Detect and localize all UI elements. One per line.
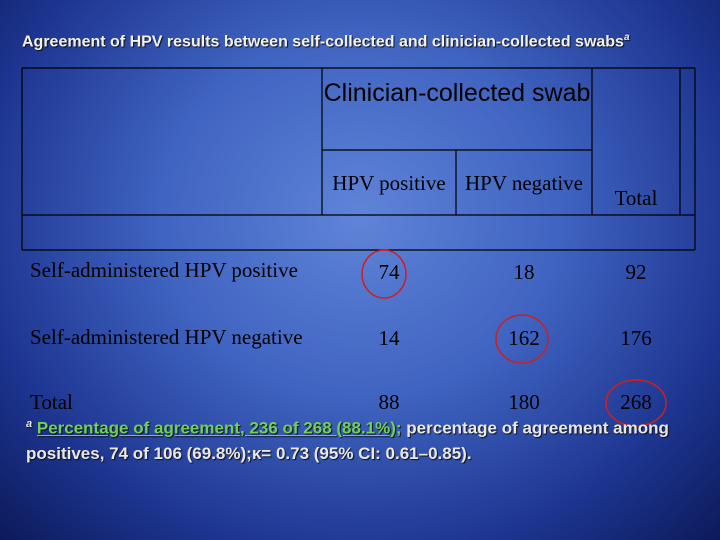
row-label: Total (30, 390, 73, 414)
footnote-marker: a (26, 418, 33, 430)
title-text: Agreement of HPV results between self-co… (22, 33, 624, 51)
footnote-highlight: Percentage of agreement, 236 of 268 (88.… (36, 418, 402, 438)
group-header: Clinician-collected swab (323, 79, 591, 107)
cell: 88 (378, 390, 400, 414)
cell: 14 (378, 326, 400, 350)
column-header: HPV positive (332, 170, 446, 195)
cell: 176 (620, 326, 652, 350)
title: Agreement of HPV results between self-co… (22, 32, 712, 51)
cell: 74 (378, 260, 400, 284)
column-header: Total (614, 186, 658, 210)
cell: 162 (508, 326, 540, 350)
cell: 268 (620, 390, 652, 414)
row-label: Self-administered HPV negative (30, 325, 303, 349)
footnote: a Percentage of agreement, 236 of 268 (8… (26, 412, 696, 466)
footnote-text: percentage of agreement among positives,… (26, 418, 669, 463)
row-label: Self-administered HPV positive (30, 258, 298, 282)
cell: 180 (508, 390, 540, 414)
column-header: HPV negative (464, 170, 583, 195)
title-note: a (623, 32, 630, 43)
cell: 92 (625, 260, 647, 284)
cell: 18 (513, 260, 535, 284)
